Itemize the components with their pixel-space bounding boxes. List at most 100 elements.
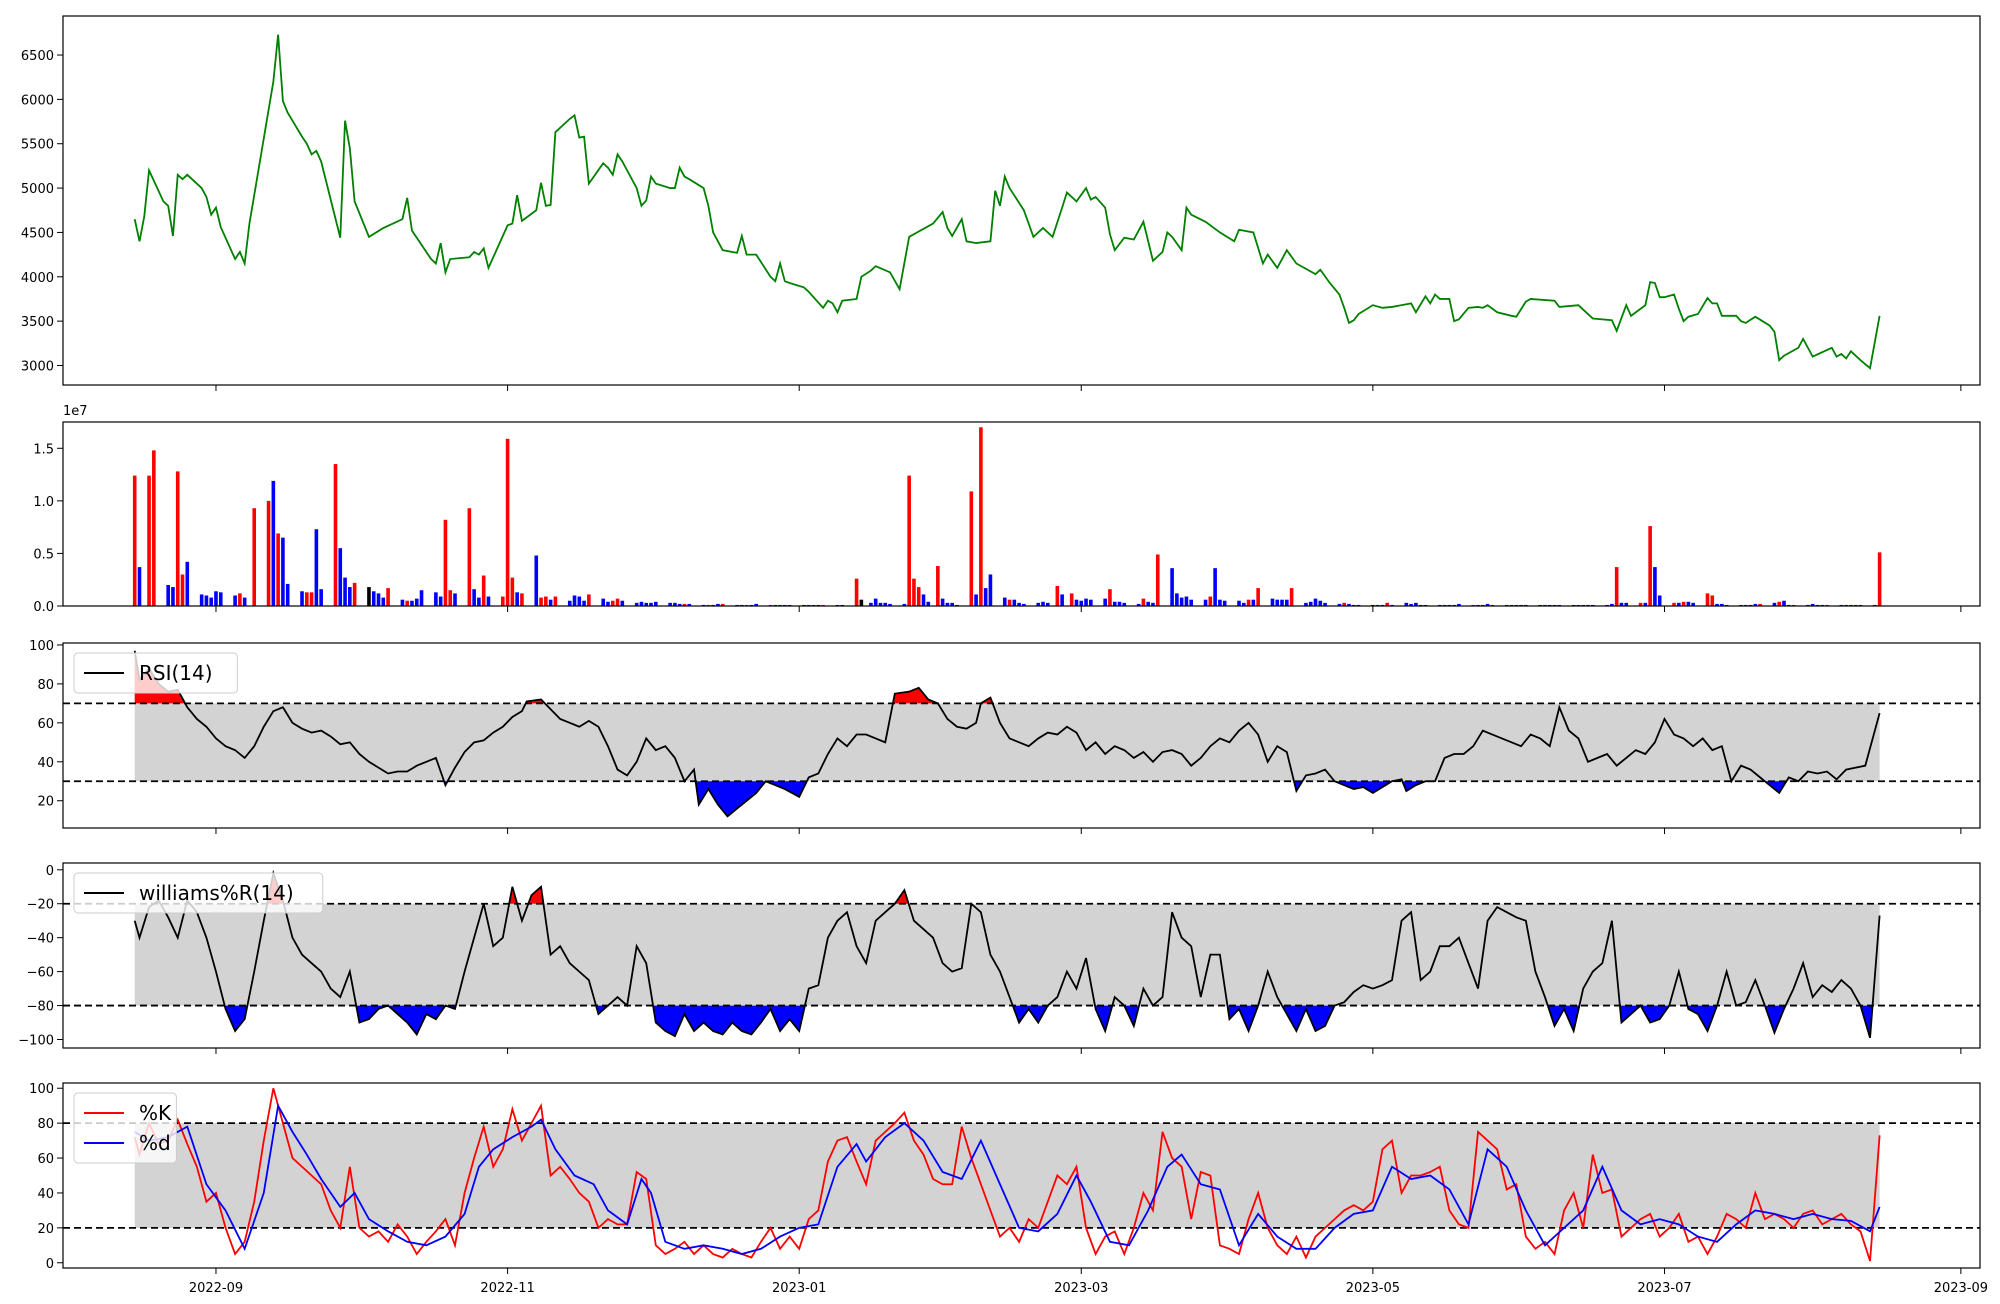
volume-bar <box>381 597 386 606</box>
volume-bar <box>988 574 993 606</box>
volume-bar <box>1638 602 1643 606</box>
chart-panels: 300035004000450050005500600065000.00.51.… <box>18 15 1988 1296</box>
y-tick-label: 80 <box>37 678 54 693</box>
volume-bar <box>1069 593 1074 606</box>
volume-bar <box>1246 599 1251 606</box>
oversold-fill <box>388 1005 446 1035</box>
volume-bar <box>367 587 371 606</box>
volume-bar <box>1270 598 1275 606</box>
volume-bar <box>1715 603 1719 606</box>
volume-bar <box>371 591 376 606</box>
volume-bar <box>1672 602 1676 606</box>
neutral-band <box>134 1123 1880 1228</box>
volume-bar <box>1155 554 1160 606</box>
volume-bar <box>1782 600 1786 606</box>
y-tick-label: −60 <box>27 966 54 981</box>
volume-bar <box>1170 568 1174 606</box>
volume-bar <box>1280 599 1284 606</box>
volume-bar <box>1208 596 1213 606</box>
volume-bar <box>453 593 457 606</box>
legend-label: %K <box>139 1101 172 1125</box>
neutral-band <box>134 703 1880 782</box>
volume-bar <box>883 602 888 606</box>
volume-bar <box>1041 601 1045 606</box>
volume-bar <box>587 594 591 606</box>
legend-box <box>73 652 238 694</box>
volume-bar <box>137 567 142 606</box>
volume-bar <box>520 593 524 606</box>
y-tick-label: 6500 <box>21 49 54 64</box>
volume-bar <box>1414 602 1418 606</box>
y-tick-label: 5500 <box>21 138 54 153</box>
legend-label: williams%R(14) <box>139 881 294 905</box>
volume-bar <box>567 600 572 606</box>
volume-bar <box>1222 600 1227 606</box>
legend-box <box>73 872 324 914</box>
volume-bar <box>720 603 725 606</box>
volume-bar <box>1643 602 1648 606</box>
volume-bar <box>338 548 343 606</box>
volume-bar <box>132 475 137 606</box>
legend-box <box>73 1092 177 1164</box>
axes-frame <box>62 862 1981 1049</box>
volume-bar <box>285 583 290 606</box>
overbought-fill <box>892 687 938 704</box>
y-tick-label: 4500 <box>21 226 54 241</box>
volume-bar <box>548 599 553 606</box>
volume-bar <box>945 602 950 606</box>
volume-bar <box>1624 602 1629 606</box>
oversold-fill <box>1094 1005 1113 1032</box>
volume-bar <box>1242 602 1246 606</box>
volume-bar <box>314 529 319 606</box>
volume-bar <box>271 480 276 606</box>
volume-bar <box>1342 602 1346 606</box>
volume-bar <box>467 508 472 606</box>
y-tick-label: 40 <box>37 1187 54 1202</box>
volume-bar <box>1681 601 1686 606</box>
panel-price: 3000 3500 4000 4500 5000 5500 6000 6500 <box>21 15 1981 391</box>
volume-bar <box>305 592 309 606</box>
volume-bar <box>1677 602 1681 606</box>
volume-bar <box>1691 602 1695 606</box>
volume-bar <box>333 464 338 606</box>
volume-bar <box>1337 603 1342 606</box>
volume-bar <box>505 438 510 606</box>
volume-bar <box>214 591 218 606</box>
volume-bar <box>634 602 639 606</box>
volume-bar <box>601 598 605 606</box>
volume-bar <box>1686 601 1691 606</box>
panel-rsi: 20 40 60 80 100 RSI(14) <box>29 639 1981 834</box>
volume-bar <box>606 601 610 606</box>
volume-bar <box>266 500 271 606</box>
series-line-d <box>134 1102 1881 1255</box>
volume-bar <box>515 592 519 606</box>
volume-bar <box>180 574 185 606</box>
volume-bar <box>185 561 190 606</box>
volume-bar <box>501 596 505 606</box>
volume-bar <box>1777 601 1782 606</box>
series-line-k <box>133 1088 1881 1262</box>
volume-bar <box>974 594 978 606</box>
axes-frame <box>62 421 1981 607</box>
volume-bar <box>1251 599 1256 606</box>
volume-bar <box>1657 595 1662 606</box>
volume-bar <box>300 591 304 606</box>
volume-bar <box>878 602 883 606</box>
volume-bar <box>873 598 878 606</box>
volume-bar <box>1810 603 1815 606</box>
x-tick-label: 2023-09 <box>1934 1281 1988 1296</box>
volume-bar <box>233 595 237 606</box>
volume-bar <box>1753 603 1758 606</box>
axes-frame <box>62 1082 1981 1269</box>
volume-bar <box>400 599 405 606</box>
volume-bar <box>1318 600 1323 606</box>
volume-bar <box>682 603 687 606</box>
oversold-fill <box>695 781 766 817</box>
volume-bar <box>1045 602 1050 606</box>
volume-bar <box>1022 603 1026 606</box>
y-tick-label: 60 <box>37 717 54 732</box>
volume-bar <box>352 582 357 606</box>
volume-bar <box>649 602 653 606</box>
